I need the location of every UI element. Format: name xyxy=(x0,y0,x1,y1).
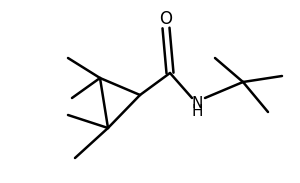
Text: H: H xyxy=(191,104,203,119)
Text: N: N xyxy=(191,96,203,111)
Text: O: O xyxy=(160,10,172,28)
